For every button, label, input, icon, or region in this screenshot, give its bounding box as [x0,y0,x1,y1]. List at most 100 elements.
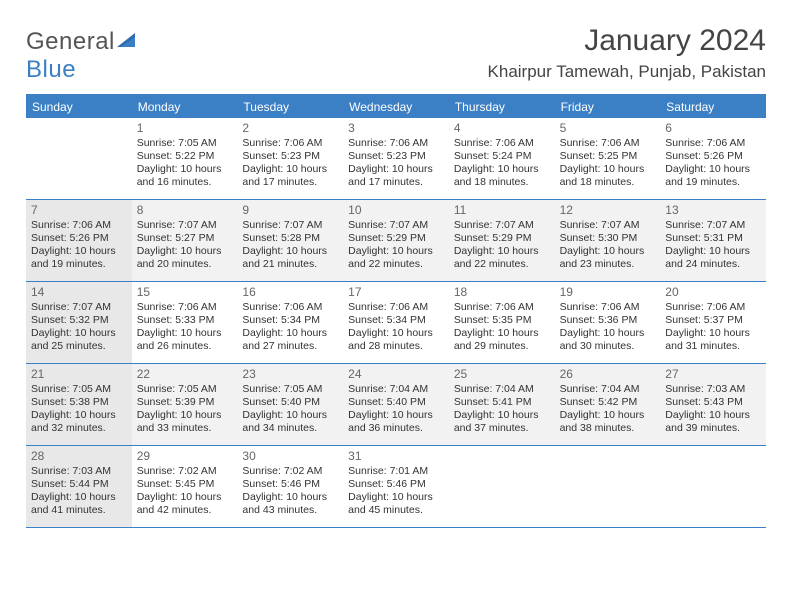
sunrise-text: Sunrise: 7:07 AM [137,219,233,232]
sunset-text: Sunset: 5:37 PM [665,314,761,327]
sunrise-text: Sunrise: 7:07 AM [242,219,338,232]
day-number: 23 [242,367,338,382]
daylight-text: Daylight: 10 hours and 30 minutes. [560,327,656,353]
sunset-text: Sunset: 5:39 PM [137,396,233,409]
day-header: Tuesday [237,96,343,118]
sunrise-text: Sunrise: 7:06 AM [665,301,761,314]
sunset-text: Sunset: 5:32 PM [31,314,127,327]
day-number: 10 [348,203,444,218]
day-number: 16 [242,285,338,300]
day-number: 3 [348,121,444,136]
sunrise-text: Sunrise: 7:06 AM [560,301,656,314]
sunrise-text: Sunrise: 7:06 AM [348,137,444,150]
calendar-cell: 2Sunrise: 7:06 AMSunset: 5:23 PMDaylight… [237,118,343,199]
daylight-text: Daylight: 10 hours and 34 minutes. [242,409,338,435]
daylight-text: Daylight: 10 hours and 42 minutes. [137,491,233,517]
day-number: 20 [665,285,761,300]
weeks-container: 1Sunrise: 7:05 AMSunset: 5:22 PMDaylight… [26,118,766,528]
calendar-cell: 19Sunrise: 7:06 AMSunset: 5:36 PMDayligh… [555,282,661,363]
sunrise-text: Sunrise: 7:03 AM [665,383,761,396]
day-number: 21 [31,367,127,382]
sunset-text: Sunset: 5:45 PM [137,478,233,491]
sunset-text: Sunset: 5:24 PM [454,150,550,163]
sunrise-text: Sunrise: 7:06 AM [454,137,550,150]
sail-icon [117,28,139,56]
calendar-cell: 12Sunrise: 7:07 AMSunset: 5:30 PMDayligh… [555,200,661,281]
calendar-grid: SundayMondayTuesdayWednesdayThursdayFrid… [26,94,766,528]
calendar-cell: 28Sunrise: 7:03 AMSunset: 5:44 PMDayligh… [26,446,132,527]
day-header-row: SundayMondayTuesdayWednesdayThursdayFrid… [26,96,766,118]
daylight-text: Daylight: 10 hours and 18 minutes. [454,163,550,189]
sunrise-text: Sunrise: 7:04 AM [454,383,550,396]
sunset-text: Sunset: 5:22 PM [137,150,233,163]
daylight-text: Daylight: 10 hours and 31 minutes. [665,327,761,353]
sunset-text: Sunset: 5:33 PM [137,314,233,327]
day-number: 19 [560,285,656,300]
sunrise-text: Sunrise: 7:06 AM [454,301,550,314]
day-number: 24 [348,367,444,382]
week-row: 1Sunrise: 7:05 AMSunset: 5:22 PMDaylight… [26,118,766,200]
page-header: GeneralBlue January 2024 Khairpur Tamewa… [26,24,766,84]
sunrise-text: Sunrise: 7:02 AM [242,465,338,478]
day-number: 29 [137,449,233,464]
sunrise-text: Sunrise: 7:07 AM [348,219,444,232]
calendar-cell: 10Sunrise: 7:07 AMSunset: 5:29 PMDayligh… [343,200,449,281]
calendar-cell: 24Sunrise: 7:04 AMSunset: 5:40 PMDayligh… [343,364,449,445]
sunrise-text: Sunrise: 7:03 AM [31,465,127,478]
day-number: 14 [31,285,127,300]
calendar-cell [449,446,555,527]
sunset-text: Sunset: 5:38 PM [31,396,127,409]
calendar-cell [660,446,766,527]
sunset-text: Sunset: 5:42 PM [560,396,656,409]
daylight-text: Daylight: 10 hours and 29 minutes. [454,327,550,353]
daylight-text: Daylight: 10 hours and 25 minutes. [31,327,127,353]
daylight-text: Daylight: 10 hours and 17 minutes. [242,163,338,189]
sunset-text: Sunset: 5:34 PM [348,314,444,327]
week-row: 14Sunrise: 7:07 AMSunset: 5:32 PMDayligh… [26,282,766,364]
calendar-cell: 16Sunrise: 7:06 AMSunset: 5:34 PMDayligh… [237,282,343,363]
daylight-text: Daylight: 10 hours and 38 minutes. [560,409,656,435]
sunset-text: Sunset: 5:29 PM [454,232,550,245]
daylight-text: Daylight: 10 hours and 39 minutes. [665,409,761,435]
day-number: 31 [348,449,444,464]
day-number: 22 [137,367,233,382]
week-row: 21Sunrise: 7:05 AMSunset: 5:38 PMDayligh… [26,364,766,446]
day-number: 30 [242,449,338,464]
sunrise-text: Sunrise: 7:06 AM [31,219,127,232]
day-number: 4 [454,121,550,136]
calendar-cell: 15Sunrise: 7:06 AMSunset: 5:33 PMDayligh… [132,282,238,363]
week-row: 7Sunrise: 7:06 AMSunset: 5:26 PMDaylight… [26,200,766,282]
daylight-text: Daylight: 10 hours and 23 minutes. [560,245,656,271]
calendar-cell: 6Sunrise: 7:06 AMSunset: 5:26 PMDaylight… [660,118,766,199]
calendar-cell: 11Sunrise: 7:07 AMSunset: 5:29 PMDayligh… [449,200,555,281]
calendar-cell: 13Sunrise: 7:07 AMSunset: 5:31 PMDayligh… [660,200,766,281]
day-header: Thursday [449,96,555,118]
sunrise-text: Sunrise: 7:07 AM [665,219,761,232]
sunset-text: Sunset: 5:31 PM [665,232,761,245]
sunrise-text: Sunrise: 7:07 AM [454,219,550,232]
sunrise-text: Sunrise: 7:06 AM [242,137,338,150]
sunrise-text: Sunrise: 7:01 AM [348,465,444,478]
sunrise-text: Sunrise: 7:04 AM [348,383,444,396]
sunset-text: Sunset: 5:28 PM [242,232,338,245]
brand-text-2: Blue [26,56,76,83]
calendar-cell: 18Sunrise: 7:06 AMSunset: 5:35 PMDayligh… [449,282,555,363]
calendar-cell: 4Sunrise: 7:06 AMSunset: 5:24 PMDaylight… [449,118,555,199]
sunrise-text: Sunrise: 7:06 AM [560,137,656,150]
sunset-text: Sunset: 5:26 PM [31,232,127,245]
daylight-text: Daylight: 10 hours and 22 minutes. [454,245,550,271]
daylight-text: Daylight: 10 hours and 19 minutes. [31,245,127,271]
daylight-text: Daylight: 10 hours and 43 minutes. [242,491,338,517]
daylight-text: Daylight: 10 hours and 19 minutes. [665,163,761,189]
calendar-cell: 7Sunrise: 7:06 AMSunset: 5:26 PMDaylight… [26,200,132,281]
day-number: 25 [454,367,550,382]
daylight-text: Daylight: 10 hours and 27 minutes. [242,327,338,353]
day-number: 28 [31,449,127,464]
sunset-text: Sunset: 5:27 PM [137,232,233,245]
sunrise-text: Sunrise: 7:06 AM [348,301,444,314]
calendar-cell: 26Sunrise: 7:04 AMSunset: 5:42 PMDayligh… [555,364,661,445]
day-number: 26 [560,367,656,382]
calendar-cell: 9Sunrise: 7:07 AMSunset: 5:28 PMDaylight… [237,200,343,281]
day-header: Monday [132,96,238,118]
day-number: 13 [665,203,761,218]
